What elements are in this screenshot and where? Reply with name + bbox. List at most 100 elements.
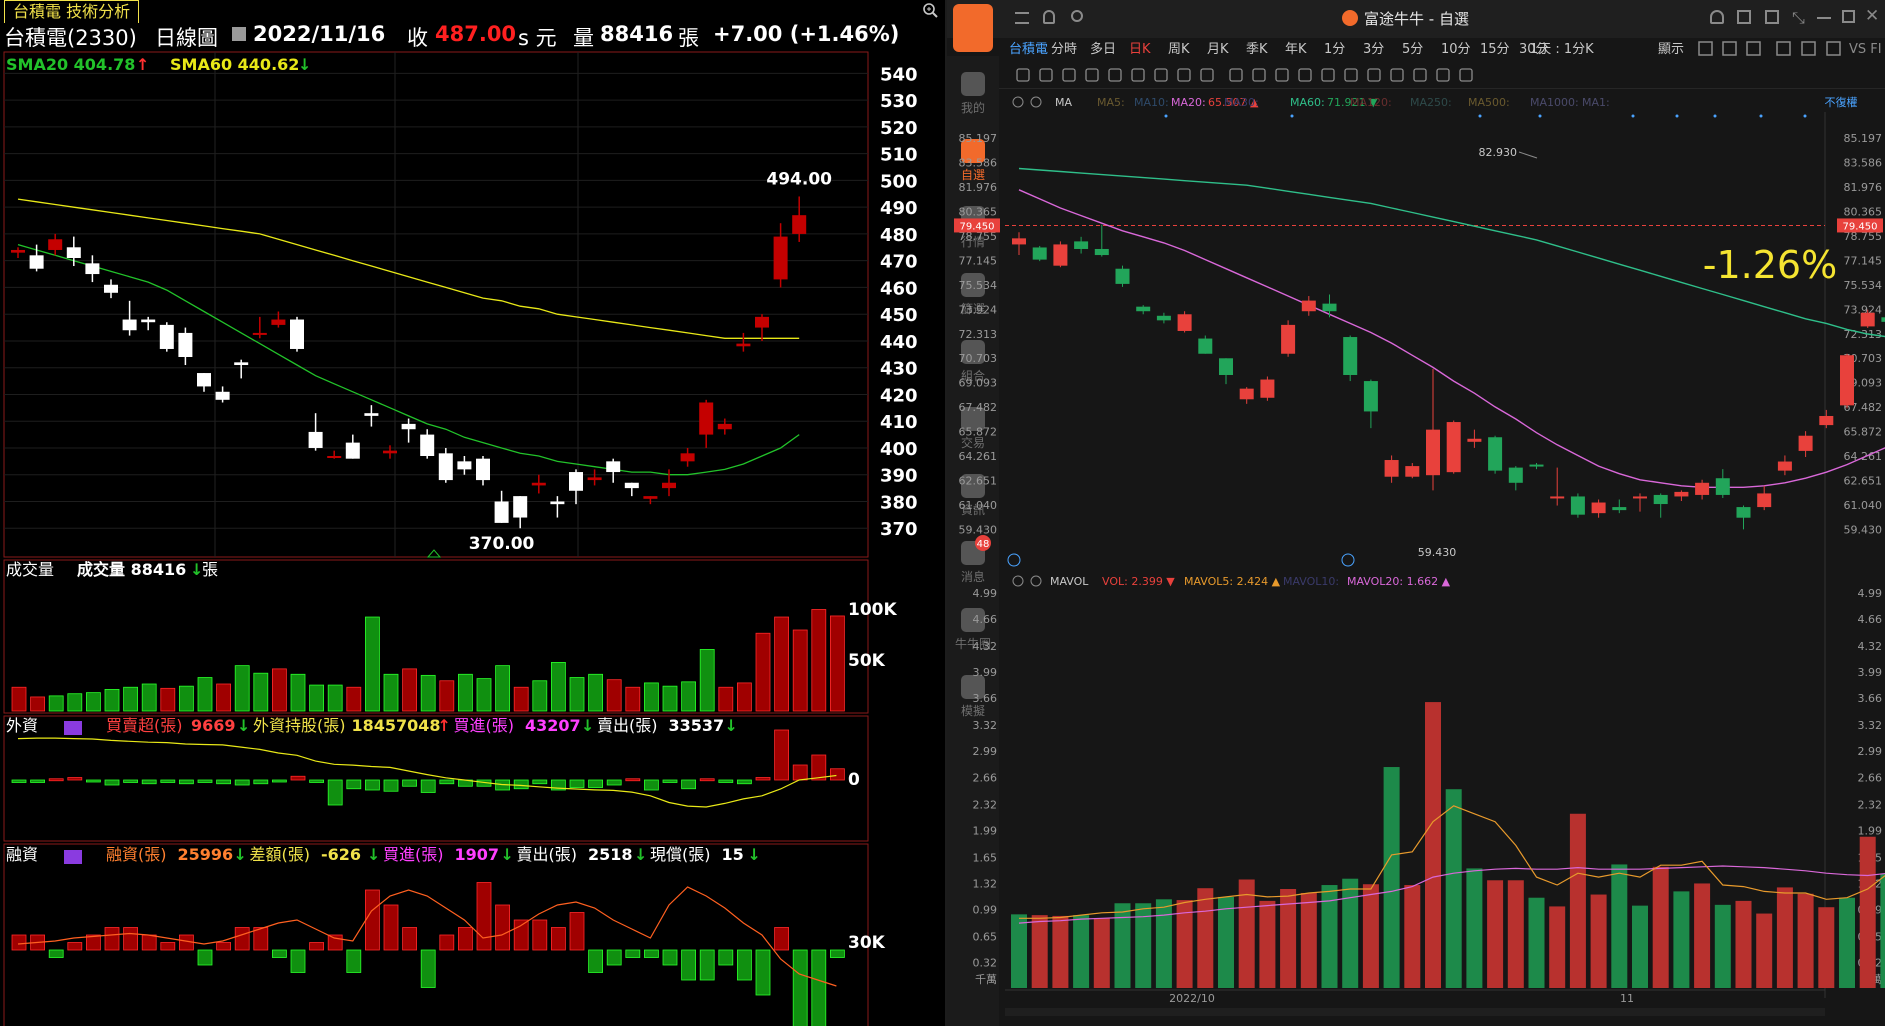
vs-compare[interactable]: VS FI [1849,42,1882,57]
close-icon[interactable]: ✕ [1865,6,1880,26]
drawing-tool-icon[interactable] [1229,68,1243,82]
vol-close-icon[interactable] [1030,575,1042,587]
sidebar-icon-5[interactable] [961,407,985,431]
toolbar-tool-icon[interactable] [1826,41,1841,56]
period-dropdown[interactable] [232,27,246,41]
drawing-tool-icon[interactable] [1275,68,1289,82]
candle-body [197,373,211,387]
sidebar-icon-8[interactable] [961,608,985,632]
period-日K[interactable]: 日K [1129,42,1151,57]
drawing-tool-icon[interactable] [1298,68,1312,82]
scroll-marker-icon[interactable] [426,549,442,558]
sidebar-icon-6[interactable] [961,474,985,498]
chart-scrollbar[interactable] [1005,1008,1825,1016]
toolbar-tool-icon[interactable] [1698,41,1713,56]
drawing-tool-icon[interactable] [1200,68,1214,82]
subperiod-select[interactable]: 1天 : 1分K [1530,42,1594,57]
stock-tab[interactable]: 台積電 [1009,42,1048,57]
drawing-tool-icon[interactable] [1085,68,1099,82]
period-15分[interactable]: 15分 [1480,42,1510,57]
toolbar-tool-icon[interactable] [1776,41,1791,56]
drawing-tool-icon[interactable] [1367,68,1381,82]
volume-bar [420,674,436,712]
ma-legend-7: MA500: [1468,96,1510,109]
drawing-tool-icon[interactable] [1131,68,1145,82]
close-label: 收 [407,26,428,50]
vol-settings-icon[interactable] [1012,575,1024,587]
sidebar-item-2[interactable]: 行情 [961,235,985,249]
kline-body [1219,358,1233,375]
period-年K[interactable]: 年K [1285,42,1307,57]
drawing-tool-icon[interactable] [1413,68,1427,82]
minimize-icon[interactable] [1817,17,1831,19]
e-marker-icon[interactable] [1341,553,1355,567]
period-周K[interactable]: 周K [1168,42,1190,57]
sidebar-item-8[interactable]: 牛牛圈 [955,636,991,651]
toolbar-tool-icon[interactable] [1801,41,1816,56]
sidebar-icon-1[interactable] [961,139,985,163]
kline-body [1674,491,1689,497]
zoom-icon[interactable] [922,2,938,18]
period-季K[interactable]: 季K [1246,42,1268,57]
volume-bar [644,682,659,712]
price-axis-left-tick: 61.040 [959,499,998,512]
margin-legend-item: 買進(張) [383,845,444,864]
display-menu[interactable]: 顯示 [1658,42,1684,57]
period-月K[interactable]: 月K [1207,42,1229,57]
ma-close-icon[interactable] [1030,96,1042,108]
sidebar-item-4[interactable]: 組合 [961,368,985,383]
sidebar-item-0[interactable]: 我的 [961,100,985,115]
volume-bar [48,695,64,712]
period-分時[interactable]: 分時 [1051,42,1077,57]
period-多日[interactable]: 多日 [1090,41,1116,57]
drawing-tool-icon[interactable] [1252,68,1266,82]
margin-list-icon[interactable] [64,850,82,864]
bell-icon[interactable] [1043,10,1055,24]
drawing-tool-icon[interactable] [1039,68,1053,82]
period-5分[interactable]: 5分 [1402,42,1423,57]
headset-icon[interactable] [1710,10,1724,24]
period-30分[interactable]: 30分 [1519,42,1549,57]
sidebar-icon-9[interactable] [961,675,985,699]
shirt-icon[interactable] [1737,10,1751,24]
collapse-icon[interactable]: ⤡ [1792,8,1805,27]
drawing-tool-icon[interactable] [1108,68,1122,82]
menu-icon[interactable] [1015,12,1029,24]
sidebar-item-5[interactable]: 交易 [961,435,985,450]
drawing-tool-icon[interactable] [1016,68,1030,82]
sidebar-item-3[interactable]: 篩選 [961,301,985,316]
sidebar-item-9[interactable]: 模擬 [961,703,985,718]
sidebar-icon-0[interactable] [961,72,985,96]
low-price-label: 59.430 [1418,546,1457,559]
drawing-tool-icon[interactable] [1344,68,1358,82]
sidebar-icon-4[interactable] [961,340,985,364]
period-10分[interactable]: 10分 [1441,42,1471,57]
drawing-tool-icon[interactable] [1390,68,1404,82]
drawing-tool-icon[interactable] [1459,68,1473,82]
toolbar-tool-icon[interactable] [1722,41,1737,56]
tech-analysis-tab[interactable]: 台積電 技術分析 [4,0,140,23]
drawing-tool-icon[interactable] [1062,68,1076,82]
foreign-list-icon[interactable] [64,721,82,735]
toolbar-tool-icon[interactable] [1746,41,1761,56]
candle-body [401,423,416,430]
sidebar-item-6[interactable]: 資訊 [961,502,985,517]
period-1分[interactable]: 1分 [1324,42,1345,57]
drawing-tool-icon[interactable] [1154,68,1168,82]
search-icon[interactable] [1071,10,1083,22]
sidebar-item-7[interactable]: 消息 [961,569,985,584]
kline-body [1529,464,1544,467]
drawing-tool-icon[interactable] [1177,68,1191,82]
drawing-tool-icon[interactable] [1436,68,1450,82]
ma-settings-icon[interactable] [1012,96,1024,108]
adjust-select[interactable]: 不復權 [1825,96,1858,109]
volume-axis-right-tick: 4.99 [1858,587,1883,600]
sidebar-icon-3[interactable] [961,273,985,297]
maximize-icon[interactable] [1842,10,1855,23]
kline-body [1012,238,1026,245]
period-3分[interactable]: 3分 [1363,42,1384,57]
q-marker-icon[interactable] [1007,553,1021,567]
gift-icon[interactable] [1765,10,1779,24]
drawing-tool-icon[interactable] [1321,68,1335,82]
sidebar-item-1[interactable]: 自選 [961,168,985,182]
